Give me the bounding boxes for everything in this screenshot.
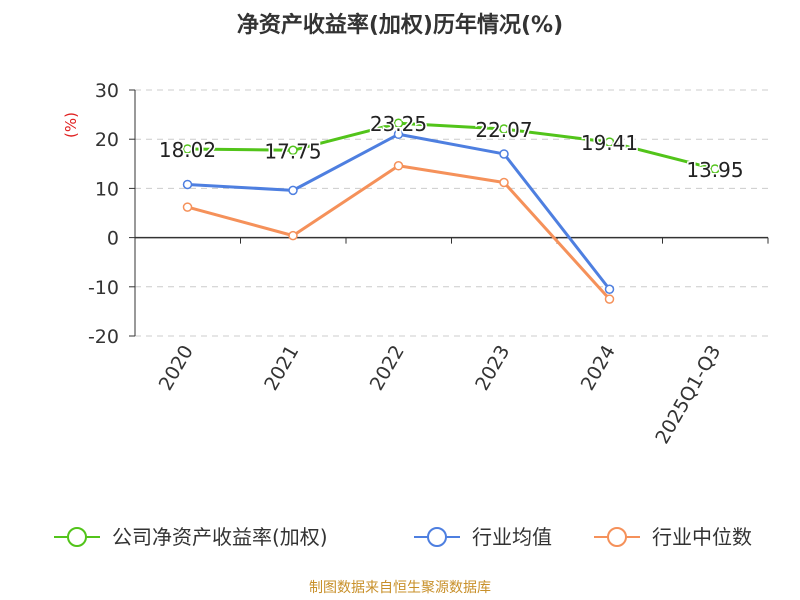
legend-item-1[interactable]: 公司净资产收益率(加权) <box>54 525 328 549</box>
data-point <box>499 124 509 134</box>
y-tick-label: 30 <box>95 80 119 102</box>
x-tick-label: 2025Q1-Q3 <box>651 342 725 448</box>
x-tick-label: 2021 <box>260 342 303 395</box>
data-point <box>288 185 298 196</box>
axes: 30 20 10 0 -10 -20 2020 2021 2022 2023 2024 2025Q1-… <box>88 80 769 448</box>
data-point <box>499 149 509 159</box>
data-point <box>288 145 298 156</box>
y-tick-label: -10 <box>88 277 119 299</box>
series-lines <box>182 118 720 304</box>
data-label: 17.75 <box>264 139 321 163</box>
legend-marker-icon <box>607 527 627 547</box>
y-tick-label: 20 <box>95 129 119 151</box>
chart-title: 净资产收益率(加权)历年情况(%) <box>237 12 563 38</box>
legend-label: 公司净资产收益率(加权) <box>112 525 328 549</box>
legend[interactable]: 公司净资产收益率(加权) 行业均值 行业中位数 <box>54 525 752 549</box>
legend-label: 行业均值 <box>472 525 552 549</box>
data-point <box>288 230 298 241</box>
legend-item-3[interactable]: 行业中位数 <box>594 525 752 549</box>
data-point <box>604 137 615 147</box>
legend-marker-icon <box>67 527 87 547</box>
data-point <box>182 202 193 212</box>
data-point <box>182 144 193 154</box>
y-tick-label: 10 <box>95 178 119 200</box>
data-label: 19.41 <box>581 131 638 155</box>
legend-label: 行业中位数 <box>652 525 752 549</box>
y-tick-label: -20 <box>88 326 119 348</box>
data-label: 13.95 <box>686 158 743 182</box>
y-axis-label: (%) <box>62 112 80 138</box>
series-line-2 <box>187 132 611 291</box>
data-label: 23.25 <box>370 112 427 136</box>
x-tick-label: 2022 <box>366 342 409 395</box>
data-point <box>393 129 404 140</box>
data-point <box>710 164 720 174</box>
x-tick-label: 2023 <box>471 342 514 395</box>
data-point <box>182 179 193 190</box>
data-point <box>604 294 615 304</box>
legend-marker-icon <box>427 527 447 547</box>
data-point <box>499 177 509 188</box>
source-note: 制图数据来自恒生聚源数据库 <box>309 580 491 596</box>
series-line-3 <box>187 164 611 301</box>
series-line-1 <box>187 121 716 171</box>
data-labels: 18.02 17.75 23.25 22.07 19.41 13.95 <box>157 111 745 184</box>
data-point <box>604 284 615 295</box>
y-tick-label: 0 <box>107 228 119 250</box>
data-point <box>393 161 404 171</box>
data-label: 22.07 <box>475 118 532 142</box>
data-point <box>393 118 404 128</box>
legend-item-2[interactable]: 行业均值 <box>414 525 552 549</box>
data-label: 18.02 <box>159 138 216 162</box>
x-tick-label: 2024 <box>577 342 620 395</box>
x-tick-label: 2020 <box>155 342 198 395</box>
